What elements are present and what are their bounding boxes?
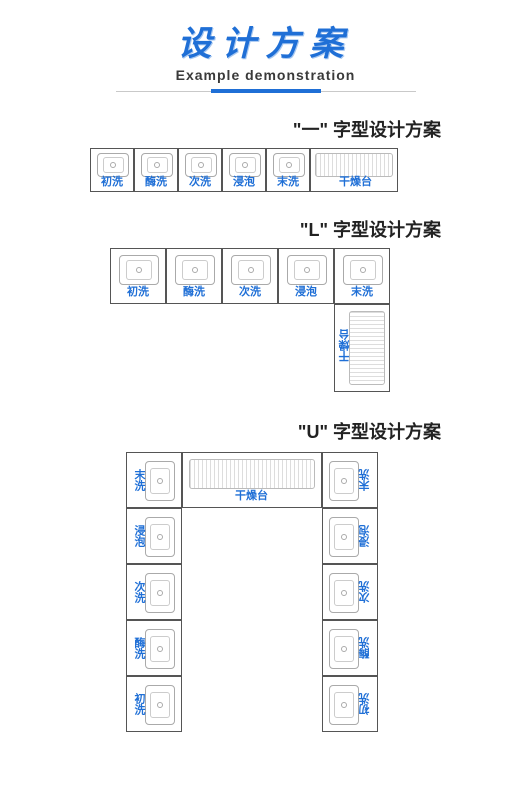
basin-icon — [329, 629, 359, 669]
unit-U-right-3: 酶洗 — [322, 620, 378, 676]
unit-L-dry: 干燥台 — [334, 304, 390, 392]
header: 设计方案 Example demonstration — [0, 0, 531, 95]
unit-label: 干燥台 — [337, 329, 353, 362]
dry-surface-icon — [189, 459, 315, 489]
unit-line-dry: 干燥台 — [310, 148, 398, 192]
unit-L-1: 酶洗 — [166, 248, 222, 304]
unit-U-left-3: 酶洗 — [126, 620, 182, 676]
unit-label: 末洗 — [277, 173, 299, 189]
unit-U-dry: 干燥台 — [182, 452, 322, 508]
unit-label: 干燥台 — [235, 487, 268, 503]
unit-L-2: 次洗 — [222, 248, 278, 304]
basin-icon — [145, 573, 175, 613]
diagram-L: 初洗 酶洗 次洗 浸泡 末洗 干燥台 — [110, 248, 410, 398]
unit-label: 次洗 — [357, 581, 373, 603]
unit-label: 酶洗 — [145, 173, 167, 189]
unit-line-0: 初洗 — [90, 148, 134, 192]
unit-label: 浸泡 — [295, 283, 317, 299]
unit-U-right-0: 末洗 — [322, 452, 378, 508]
unit-line-2: 次洗 — [178, 148, 222, 192]
unit-L-4: 末洗 — [334, 248, 390, 304]
unit-U-left-0: 末洗 — [126, 452, 182, 508]
diagram-line: 初洗 酶洗 次洗 浸泡 末洗 干燥台 — [90, 148, 410, 198]
basin-icon — [145, 629, 175, 669]
basin-icon — [343, 255, 383, 285]
unit-U-right-4: 初洗 — [322, 676, 378, 732]
basin-icon — [231, 255, 271, 285]
unit-label: 酶洗 — [183, 283, 205, 299]
unit-label: 初洗 — [357, 693, 373, 715]
basin-icon — [287, 255, 327, 285]
basin-icon — [145, 461, 175, 501]
unit-L-3: 浸泡 — [278, 248, 334, 304]
unit-label: 干燥台 — [339, 173, 372, 189]
unit-label: 初洗 — [131, 693, 147, 715]
unit-U-left-2: 次洗 — [126, 564, 182, 620]
basin-icon — [119, 255, 159, 285]
unit-line-1: 酶洗 — [134, 148, 178, 192]
unit-label: 初洗 — [127, 283, 149, 299]
unit-label: 末洗 — [357, 469, 373, 491]
dry-surface-icon — [349, 311, 385, 385]
basin-icon — [145, 517, 175, 557]
basin-icon — [329, 573, 359, 613]
unit-L-0: 初洗 — [110, 248, 166, 304]
unit-U-right-2: 次洗 — [322, 564, 378, 620]
unit-U-left-1: 浸泡 — [126, 508, 182, 564]
unit-line-3: 浸泡 — [222, 148, 266, 192]
unit-label: 末洗 — [351, 283, 373, 299]
unit-line-4: 末洗 — [266, 148, 310, 192]
page-subtitle: Example demonstration — [0, 67, 531, 83]
unit-label: 浸泡 — [131, 525, 147, 547]
page-title: 设计方案 — [0, 16, 531, 65]
unit-label: 浸泡 — [233, 173, 255, 189]
basin-icon — [329, 685, 359, 725]
section-title-U: "U" 字型设计方案 — [298, 418, 441, 444]
unit-label: 浸泡 — [357, 525, 373, 547]
unit-U-right-1: 浸泡 — [322, 508, 378, 564]
basin-icon — [329, 461, 359, 501]
unit-label: 酶洗 — [357, 637, 373, 659]
title-underline — [116, 89, 416, 95]
unit-label: 次洗 — [131, 581, 147, 603]
section-title-line: "一" 字型设计方案 — [293, 116, 441, 142]
basin-icon — [145, 685, 175, 725]
unit-label: 末洗 — [131, 469, 147, 491]
unit-label: 初洗 — [101, 173, 123, 189]
basin-icon — [329, 517, 359, 557]
section-title-L: "L" 字型设计方案 — [300, 216, 441, 242]
diagram-U: 末洗 浸泡 次洗 酶洗 初洗 干燥台 末洗 浸泡 次洗 酶洗 初洗 — [126, 452, 386, 752]
unit-label: 次洗 — [189, 173, 211, 189]
basin-icon — [175, 255, 215, 285]
unit-label: 酶洗 — [131, 637, 147, 659]
unit-label: 次洗 — [239, 283, 261, 299]
unit-U-left-4: 初洗 — [126, 676, 182, 732]
